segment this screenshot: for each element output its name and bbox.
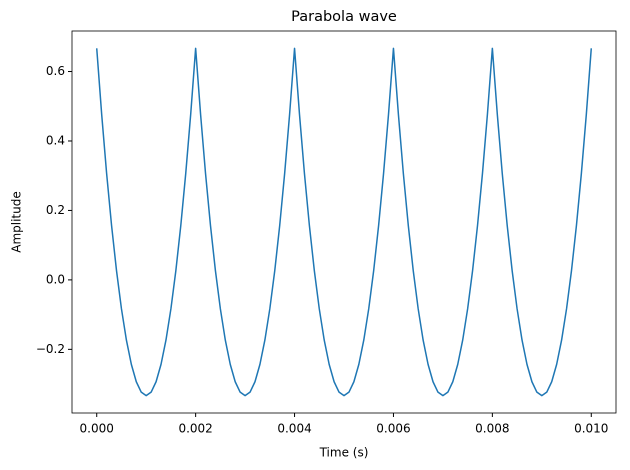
chart-title: Parabola wave: [291, 9, 397, 25]
y-tick-label: −0.2: [36, 342, 65, 356]
plot-frame: [71, 30, 617, 414]
y-tick-label: 0.0: [46, 272, 65, 286]
x-tick-label: 0.000: [80, 422, 114, 436]
x-tick-label: 0.010: [574, 422, 608, 436]
y-tick-label: 0.6: [46, 64, 65, 78]
x-tick-label: 0.004: [277, 422, 311, 436]
x-axis-label: Time (s): [319, 446, 369, 460]
y-axis-label: Amplitude: [10, 191, 24, 253]
y-tick-label: 0.2: [46, 203, 65, 217]
x-tick-label: 0.002: [178, 422, 212, 436]
x-tick-label: 0.008: [475, 422, 509, 436]
x-tick-label: 0.006: [376, 422, 410, 436]
y-tick-label: 0.4: [46, 133, 65, 147]
line-series: [95, 47, 593, 397]
